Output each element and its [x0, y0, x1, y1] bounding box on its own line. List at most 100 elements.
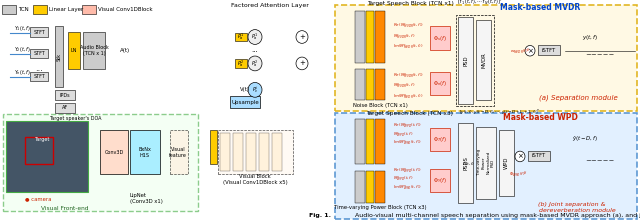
- Text: Noise Block (TCN x1): Noise Block (TCN x1): [353, 103, 408, 108]
- Bar: [458, 17, 473, 104]
- Text: $Im(M^s_{WPD}(t,f))$: $Im(M^s_{WPD}(t,f))$: [393, 139, 422, 148]
- Text: $Im(M^s_{MVDR}(t,f))$: $Im(M^s_{MVDR}(t,f))$: [393, 43, 424, 52]
- Bar: [82, 5, 96, 14]
- Bar: [33, 5, 47, 14]
- Text: A(t): A(t): [120, 48, 130, 53]
- Bar: [259, 133, 269, 171]
- Text: $P_a^1$: $P_a^1$: [237, 32, 244, 42]
- Bar: [220, 133, 230, 171]
- Text: ~~~~~: ~~~~~: [586, 158, 614, 164]
- Text: Visual Conv1DBlock: Visual Conv1DBlock: [98, 7, 152, 12]
- Text: Time-varying
Power
Normalized
PSD: Time-varying Power Normalized PSD: [477, 149, 495, 176]
- Text: $P_v^i$: $P_v^i$: [252, 84, 259, 95]
- Bar: [430, 72, 450, 95]
- Bar: [230, 96, 260, 108]
- Text: Upsample: Upsample: [231, 99, 259, 105]
- Text: iSTFT: iSTFT: [542, 48, 556, 53]
- Text: $Y_2(t,f)$: $Y_2(t,f)$: [13, 45, 30, 54]
- Text: LN: LN: [71, 48, 77, 53]
- Bar: [100, 130, 128, 174]
- Text: $y(t,f)$: $y(t,f)$: [582, 32, 598, 42]
- Bar: [335, 113, 637, 219]
- Bar: [430, 128, 450, 151]
- Bar: [355, 11, 365, 63]
- Text: $\Lambda(t,f)$: $\Lambda(t,f)$: [461, 160, 474, 167]
- Text: $[y(t,f), y(t-D,f), \cdots, y(t-D+L+1,f)]^T$: $[y(t,f), y(t-D,f), \cdots, y(t-D+L+1,f)…: [459, 108, 541, 118]
- Text: PSD: PSD: [463, 55, 468, 65]
- Text: $\Phi_s(f)$: $\Phi_s(f)$: [433, 34, 447, 43]
- Text: Stk: Stk: [56, 53, 61, 61]
- Text: Audio Block
(TCN x 1): Audio Block (TCN x 1): [79, 45, 108, 56]
- Bar: [25, 137, 53, 164]
- Bar: [170, 130, 188, 174]
- Bar: [476, 20, 491, 100]
- Text: $Re(M^s_{MVDR}(t,f))$: $Re(M^s_{MVDR}(t,f))$: [393, 22, 424, 31]
- Text: $Y_n(t,f)$: $Y_n(t,f)$: [13, 68, 30, 77]
- Text: ...: ...: [252, 47, 259, 53]
- Text: $\Phi_{WPD}(f)^H$: $\Phi_{WPD}(f)^H$: [509, 169, 527, 179]
- Text: Conv3D: Conv3D: [104, 150, 124, 155]
- Bar: [210, 130, 217, 164]
- Text: STFT: STFT: [33, 30, 45, 35]
- Circle shape: [248, 30, 262, 44]
- Bar: [30, 28, 48, 37]
- Text: TCN: TCN: [18, 7, 29, 12]
- Text: Fig. 1.: Fig. 1.: [309, 213, 331, 218]
- Text: IPDs: IPDs: [60, 93, 70, 98]
- Bar: [30, 72, 48, 81]
- Text: Mask-based MVDR: Mask-based MVDR: [500, 3, 580, 12]
- Text: (b) Joint separation &
     dereverberation module: (b) Joint separation & dereverberation m…: [529, 202, 616, 213]
- Text: $Im(M^n_{MVDR}(t,f))$: $Im(M^n_{MVDR}(t,f))$: [393, 93, 424, 102]
- Bar: [355, 69, 365, 100]
- Bar: [218, 130, 293, 174]
- Text: $\Phi_Y(f)$: $\Phi_Y(f)$: [433, 176, 447, 185]
- Bar: [272, 133, 282, 171]
- Bar: [456, 15, 494, 106]
- Text: Visual Block
(Visual Conv1DBlock x5): Visual Block (Visual Conv1DBlock x5): [223, 174, 287, 185]
- Text: $P_a^2$: $P_a^2$: [237, 58, 244, 69]
- Bar: [458, 123, 473, 203]
- Circle shape: [525, 46, 535, 56]
- Bar: [366, 119, 374, 164]
- Text: LipNet
(Conv3D x1): LipNet (Conv3D x1): [130, 193, 163, 204]
- Text: Time-varying Power Block (TCN x3): Time-varying Power Block (TCN x3): [333, 205, 426, 210]
- Text: Target Speech Block (TCN x3): Target Speech Block (TCN x3): [367, 111, 454, 116]
- Bar: [375, 119, 385, 164]
- Text: +: +: [299, 34, 305, 40]
- Text: $\Phi_T(f)$: $\Phi_T(f)$: [433, 135, 447, 144]
- Bar: [355, 171, 365, 203]
- Bar: [235, 59, 247, 68]
- Text: $\hat{y}(t-D, f)$: $\hat{y}(t-D, f)$: [572, 135, 598, 144]
- Bar: [335, 5, 637, 111]
- Text: Factored Attention Layer: Factored Attention Layer: [231, 3, 309, 8]
- Text: V(t): V(t): [240, 87, 250, 92]
- Text: Audio-visual multi-channel speech separation using mask-based MVDR approach (a),: Audio-visual multi-channel speech separa…: [355, 213, 640, 218]
- Text: STFT: STFT: [33, 51, 45, 56]
- Bar: [430, 169, 450, 192]
- Text: MVDR: MVDR: [481, 52, 486, 68]
- Text: +: +: [299, 60, 305, 66]
- Bar: [366, 171, 374, 203]
- Text: Linear Layer: Linear Layer: [49, 7, 83, 12]
- Text: $Re(M^s_{WPD}(t,f))$: $Re(M^s_{WPD}(t,f))$: [393, 122, 422, 131]
- Bar: [538, 46, 560, 55]
- Text: Target speaker's DOA: Target speaker's DOA: [49, 116, 101, 121]
- Bar: [366, 11, 374, 63]
- Text: Target: Target: [35, 137, 50, 142]
- Bar: [235, 33, 247, 41]
- Text: Target Speech Block (TCN x1): Target Speech Block (TCN x1): [367, 1, 453, 6]
- Bar: [476, 127, 496, 199]
- Text: $w_{MVDR}(f)^H$: $w_{MVDR}(f)^H$: [510, 46, 531, 56]
- Circle shape: [248, 82, 262, 97]
- Bar: [499, 130, 514, 196]
- Text: $Re(M^n_{WPD}(t,f))$: $Re(M^n_{WPD}(t,f))$: [393, 167, 422, 176]
- Bar: [30, 49, 48, 58]
- Text: BxNx
H1S: BxNx H1S: [139, 147, 152, 158]
- Bar: [246, 133, 256, 171]
- Bar: [375, 171, 385, 203]
- Bar: [233, 133, 243, 171]
- Text: $Y_1(t,f)$: $Y_1(t,f)$: [13, 24, 30, 33]
- Text: WPD: WPD: [504, 157, 509, 169]
- Text: Visual
feature: Visual feature: [169, 147, 187, 158]
- Text: $Im(M^n_{WPD}(t,f))$: $Im(M^n_{WPD}(t,f))$: [393, 184, 422, 193]
